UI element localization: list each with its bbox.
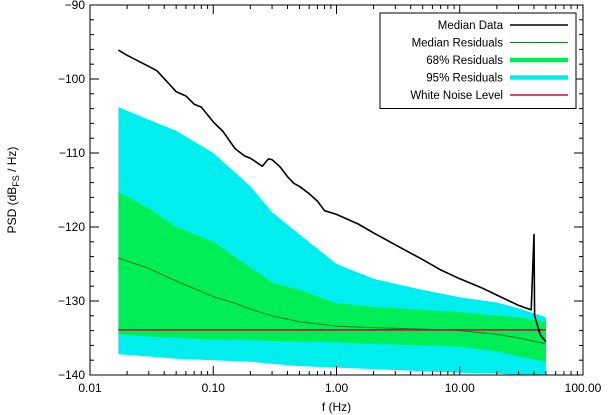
legend-label-median-residuals: Median Residuals (412, 38, 504, 50)
y-tick-label: −100 (58, 72, 85, 86)
y-tick-label: −140 (58, 368, 85, 382)
y-tick-label: −90 (65, 0, 86, 12)
x-tick-label: 10.00 (445, 381, 475, 395)
x-axis: 0.01 0.10 1.00 10.00 100.00 (78, 5, 602, 395)
x-tick-label: 0.10 (202, 381, 226, 395)
median-data-line (117, 49, 547, 343)
legend-label-white-noise-level: White Noise Level (410, 90, 503, 102)
y-axis-label-subscript: FS (11, 175, 21, 187)
legend-label-95-pct-residuals: 95% Residuals (426, 73, 503, 85)
y-axis-label-suffix: / Hz) (5, 147, 19, 176)
legend-label-median-data: Median Data (438, 20, 504, 32)
x-axis-label: f (Hz) (322, 400, 351, 414)
data-layer (117, 49, 547, 375)
legend-label-68-pct-residuals: 68% Residuals (426, 55, 503, 67)
y-axis: −140 −130 −120 −110 −100 −90 (58, 0, 583, 382)
y-tick-label: −110 (59, 146, 85, 160)
y-axis-label-prefix: PSD (dB (5, 187, 19, 234)
legend: Median Data Median Residuals 68% Residuals… (379, 12, 577, 109)
x-tick-label: 0.01 (78, 381, 102, 395)
x-tick-label: 1.00 (325, 381, 349, 395)
y-tick-label: −120 (58, 220, 85, 234)
x-tick-label: 100.00 (565, 381, 602, 395)
median-residuals-line (118, 257, 547, 345)
y-tick-label: −130 (58, 294, 85, 308)
y-axis-label: PSD (dBFS / Hz) (5, 147, 21, 234)
68-pct-residuals-band (118, 192, 546, 362)
